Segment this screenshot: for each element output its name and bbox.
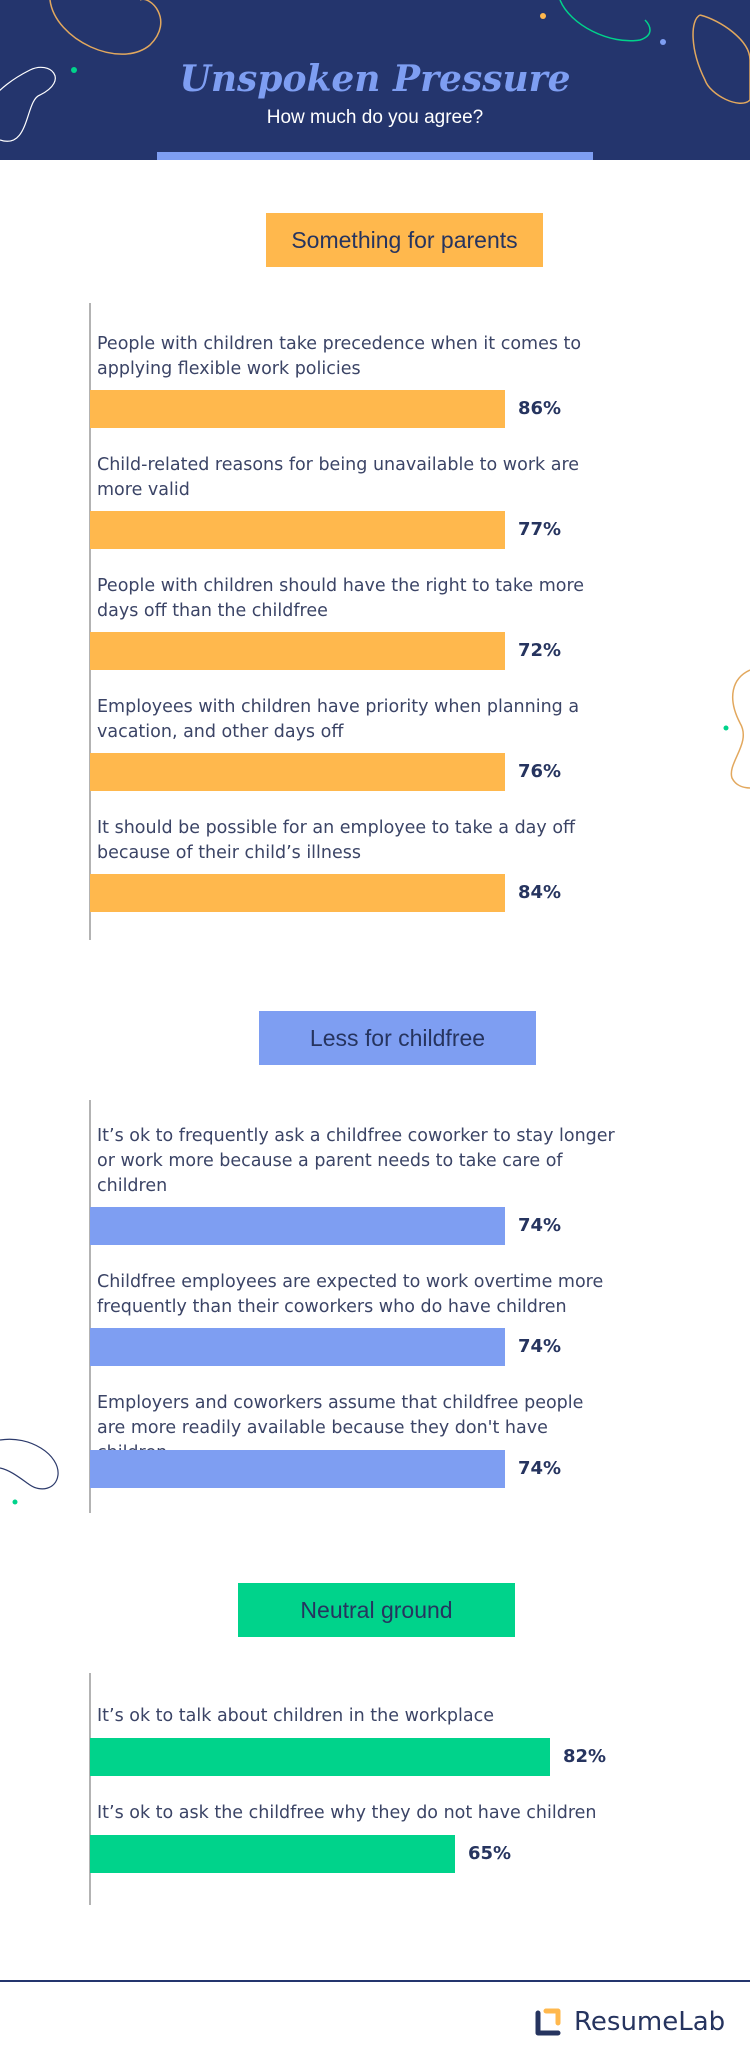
- bar: [90, 1835, 455, 1873]
- brand-logo: ResumeLab: [532, 2004, 725, 2040]
- brand-prefix: Resume: [574, 2007, 679, 2037]
- page-title: Unspoken Pressure: [179, 58, 571, 100]
- bar: [90, 1207, 505, 1245]
- value-label: 82%: [563, 1746, 607, 1767]
- bar: [90, 511, 505, 549]
- value-label: 84%: [518, 882, 562, 903]
- bar-label: It’s ok to ask the childfree why they do…: [97, 1803, 597, 1823]
- bar-label: Childfree employees are expected to work…: [97, 1272, 604, 1317]
- header-decoration: [0, 0, 750, 142]
- bar: [90, 390, 505, 428]
- bar-label: People with children take precedence whe…: [97, 334, 582, 379]
- resumelab-logo-icon: [535, 2008, 561, 2036]
- bar-label: People with children should have the rig…: [97, 576, 585, 621]
- page-subtitle: How much do you agree?: [266, 107, 484, 128]
- brand-name: ResumeLab: [574, 2007, 725, 2037]
- bar-label: Employers and coworkers assume that chil…: [97, 1393, 584, 1463]
- footer-divider: [0, 1980, 750, 1982]
- value-label: 86%: [518, 398, 562, 419]
- side-squiggle-right: [723, 669, 750, 789]
- bar: [90, 874, 505, 912]
- bar: [90, 1738, 550, 1776]
- header-accent-bar: [157, 152, 593, 160]
- bar-label: It should be possible for an employee to…: [97, 818, 576, 863]
- value-label: 74%: [518, 1458, 562, 1479]
- axis-childfree: [89, 1100, 91, 1513]
- bar-label: Employees with children have priority wh…: [97, 697, 580, 742]
- value-label: 65%: [468, 1843, 512, 1864]
- side-squiggle-left: [0, 1438, 59, 1505]
- bar: [90, 1328, 505, 1366]
- value-label: 72%: [518, 640, 562, 661]
- header: Unspoken Pressure How much do you agree?: [0, 0, 750, 160]
- bar-label: It’s ok to talk about children in the wo…: [97, 1706, 495, 1726]
- bar: [90, 632, 505, 670]
- axis-parents: [89, 303, 91, 940]
- value-label: 77%: [518, 519, 562, 540]
- bar: [90, 753, 505, 791]
- section-title-neutral: Neutral ground: [238, 1583, 515, 1637]
- value-label: 76%: [518, 761, 562, 782]
- bar-label: Child-related reasons for being unavaila…: [97, 455, 580, 500]
- brand-suffix: Lab: [678, 2007, 726, 2037]
- bar-label: It’s ok to frequently ask a childfree co…: [97, 1126, 615, 1196]
- axis-neutral: [89, 1673, 91, 1905]
- value-label: 74%: [518, 1336, 562, 1357]
- value-label: 74%: [518, 1215, 562, 1236]
- section-title-childfree: Less for childfree: [259, 1011, 536, 1065]
- bar: [90, 1450, 505, 1488]
- section-title-parents: Something for parents: [266, 213, 543, 267]
